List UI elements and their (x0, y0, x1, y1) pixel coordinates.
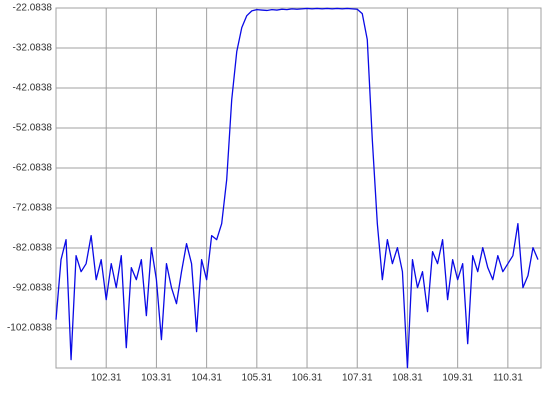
plot-area (55, 7, 542, 369)
x-tick-label: 106.31 (292, 373, 323, 384)
x-tick-label: 109.31 (442, 373, 473, 384)
x-tick-label: 104.31 (191, 373, 222, 384)
x-tick-label: 108.31 (392, 373, 423, 384)
y-tick-label: -102.0838 (7, 323, 52, 334)
y-tick-label: -42.0838 (13, 83, 53, 94)
spectrum-line (55, 7, 539, 369)
x-tick-label: 102.31 (91, 373, 122, 384)
x-tick-label: 103.31 (141, 373, 172, 384)
y-tick-label: -62.0838 (13, 163, 53, 174)
y-tick-label: -92.0838 (13, 283, 53, 294)
y-tick-label: -82.0838 (13, 243, 53, 254)
y-tick-label: -22.0838 (13, 3, 53, 14)
y-tick-label: -52.0838 (13, 123, 53, 134)
y-tick-label: -72.0838 (13, 203, 53, 214)
y-tick-label: -32.0838 (13, 43, 53, 54)
x-tick-label: 110.31 (493, 373, 523, 384)
x-tick-label: 107.31 (342, 373, 373, 384)
x-tick-label: 105.31 (242, 373, 273, 384)
